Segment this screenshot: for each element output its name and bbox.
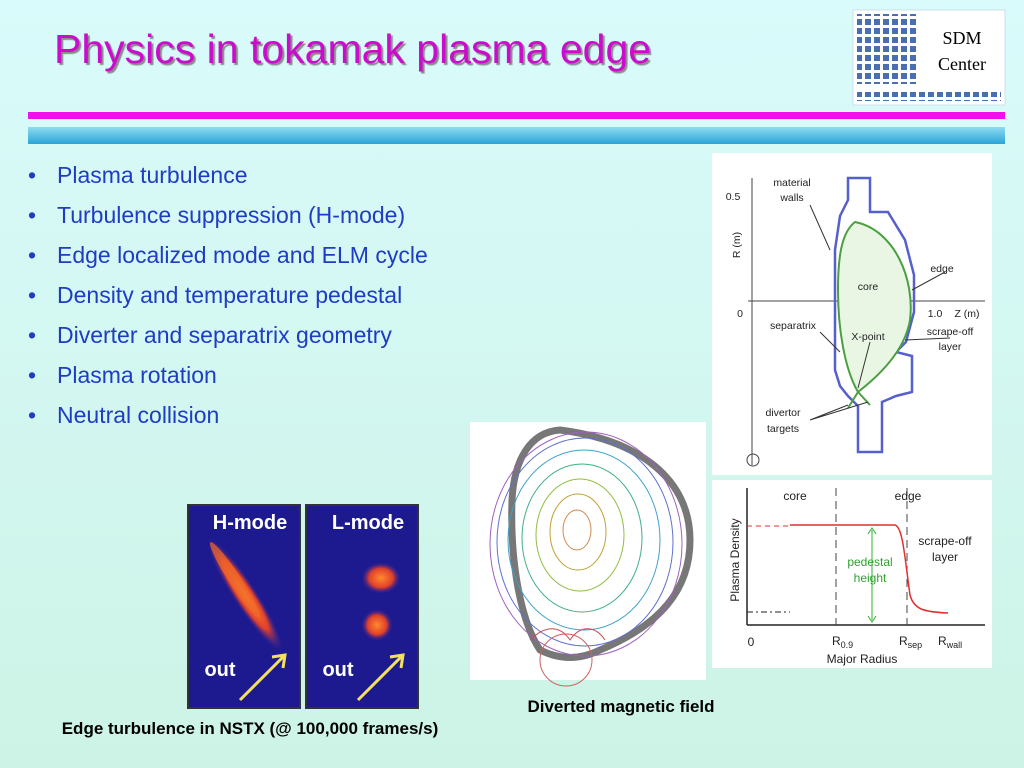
tick-label: R0.9	[832, 634, 853, 650]
arrow-label: out	[322, 659, 353, 681]
header-rule	[28, 112, 1005, 119]
diagram-label: walls	[779, 192, 803, 204]
bullet: Neutral collision	[28, 398, 473, 432]
diagram-label: separatrix	[770, 320, 817, 332]
diagram-label: X-point	[851, 331, 884, 343]
diverted-figure	[470, 422, 706, 687]
diagram-label: core	[858, 281, 879, 293]
diagram-label: edge	[930, 263, 954, 275]
density-figure: core edge scrape-off layer pedestal heig…	[712, 480, 992, 668]
diagram-label: divertor	[765, 407, 801, 419]
diagram-label: layer	[939, 341, 962, 353]
tick-main: R	[899, 634, 908, 648]
tick-label: 0	[748, 635, 755, 649]
diagram-label: layer	[932, 550, 958, 564]
bullet: Diverter and separatrix geometry	[28, 318, 473, 352]
diagram-label: edge	[895, 489, 922, 503]
arrow-label: out	[204, 659, 235, 681]
diagram-label: material	[773, 177, 810, 189]
tick-main: R	[832, 634, 841, 648]
tick-label: 1.0	[928, 308, 943, 320]
diagram-label: scrape-off	[927, 326, 974, 338]
logo: SDM Center	[852, 9, 1006, 106]
geometry-figure: material walls R (m) 0.5 0 1.0 Z (m) cor…	[712, 153, 992, 475]
tick-label: Rwall	[938, 634, 962, 650]
axis-label: Plasma Density	[728, 518, 742, 601]
diagram-label: pedestal	[847, 555, 892, 569]
nstx-images: H-mode L-mode out out	[187, 504, 419, 709]
tick-label: 0	[737, 308, 743, 320]
bullet: Turbulence suppression (H-mode)	[28, 198, 473, 232]
logo-text: Center	[938, 54, 986, 74]
logo-text: SDM	[942, 28, 981, 48]
header-bar	[28, 127, 1005, 144]
axis-label: Z (m)	[954, 308, 979, 320]
diagram-label: height	[854, 571, 887, 585]
diagram-label: scrape-off	[918, 534, 972, 548]
tick-sub: 0.9	[841, 640, 854, 650]
axis-label: R (m)	[731, 232, 743, 258]
bullet: Plasma rotation	[28, 358, 473, 392]
tick-label: 0.5	[726, 191, 741, 203]
bullet-list: Plasma turbulence Turbulence suppression …	[28, 158, 473, 438]
caption: Diverted magnetic field	[527, 697, 714, 716]
tick-sub: sep	[908, 640, 923, 650]
bullet: Plasma turbulence	[28, 158, 473, 192]
panel-label: H-mode	[213, 512, 287, 534]
caption: Edge turbulence in NSTX (@ 100,000 frame…	[62, 719, 439, 738]
diagram-label: core	[783, 489, 807, 503]
panel-label: L-mode	[332, 512, 404, 534]
tick-sub: wall	[946, 640, 963, 650]
bullet: Density and temperature pedestal	[28, 278, 473, 312]
axis-label: Major Radius	[827, 652, 898, 666]
diagram-label: targets	[767, 423, 799, 435]
tick-main: R	[938, 634, 947, 648]
bullet: Edge localized mode and ELM cycle	[28, 238, 473, 272]
tick-label: Rsep	[899, 634, 922, 650]
slide-title: Physics in tokamak plasma edge	[54, 26, 652, 72]
